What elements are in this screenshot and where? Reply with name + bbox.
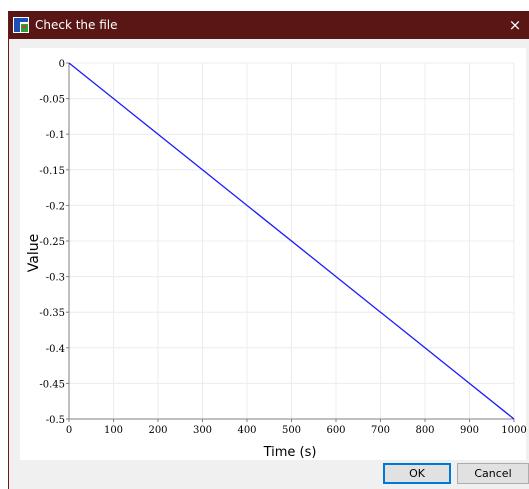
x-axis-label: Time (s) bbox=[263, 445, 317, 460]
x-tick-label: 100 bbox=[104, 425, 123, 436]
y-tick-label: -0.35 bbox=[39, 308, 65, 319]
x-tick-label: 300 bbox=[193, 425, 212, 436]
y-tick-label: -0.1 bbox=[46, 130, 65, 141]
axes bbox=[66, 62, 515, 422]
y-tick-label: -0.5 bbox=[46, 415, 65, 426]
x-tick-label: 200 bbox=[148, 425, 167, 436]
y-tick-labels: 0 -0.05 -0.1 -0.15 -0.2 -0.25 -0.3 -0.35 -0.4 -0.… bbox=[39, 59, 65, 426]
x-tick-labels: 0 100 200 300 400 500 600 700 800 900 1000 bbox=[66, 425, 527, 436]
close-icon: × bbox=[508, 16, 522, 34]
x-tick-label: 700 bbox=[371, 425, 390, 436]
x-tick-label: 600 bbox=[326, 425, 345, 436]
x-tick-label: 1000 bbox=[501, 425, 526, 436]
x-tick-label: 500 bbox=[282, 425, 301, 436]
chart-panel: 0 -0.05 -0.1 -0.15 -0.2 -0.25 -0.3 -0.35 -0.4 -0.… bbox=[20, 48, 527, 460]
y-tick-label: -0.45 bbox=[39, 379, 65, 390]
close-button[interactable]: × bbox=[500, 11, 529, 39]
x-tick-label: 900 bbox=[460, 425, 479, 436]
y-tick-label: -0.15 bbox=[39, 166, 65, 177]
y-tick-label: -0.2 bbox=[46, 201, 65, 212]
series-layer bbox=[68, 62, 515, 420]
window-title: Check the file bbox=[35, 18, 118, 32]
y-tick-label: 0 bbox=[59, 59, 65, 70]
x-tick-label: 0 bbox=[66, 425, 72, 436]
y-tick-label: -0.25 bbox=[39, 237, 65, 248]
line-chart: 0 -0.05 -0.1 -0.15 -0.2 -0.25 -0.3 -0.35 -0.4 -0.… bbox=[26, 59, 527, 460]
dialog-window: Check the file × 0 -0.05 -0.1 -0.15 -0.2 -0.2… bbox=[8, 11, 529, 489]
ok-button[interactable]: OK bbox=[383, 463, 451, 484]
fds-app-icon bbox=[13, 17, 29, 33]
x-tick-label: 400 bbox=[237, 425, 256, 436]
cancel-button[interactable]: Cancel bbox=[457, 463, 529, 484]
y-axis-label: Value bbox=[26, 234, 42, 272]
title-bar[interactable]: Check the file × bbox=[9, 11, 529, 39]
y-tick-label: -0.3 bbox=[46, 273, 65, 284]
series-line bbox=[68, 62, 515, 420]
y-tick-label: -0.05 bbox=[39, 95, 65, 106]
x-tick-label: 800 bbox=[415, 425, 434, 436]
grid-lines bbox=[68, 62, 515, 420]
y-tick-label: -0.4 bbox=[46, 344, 65, 355]
